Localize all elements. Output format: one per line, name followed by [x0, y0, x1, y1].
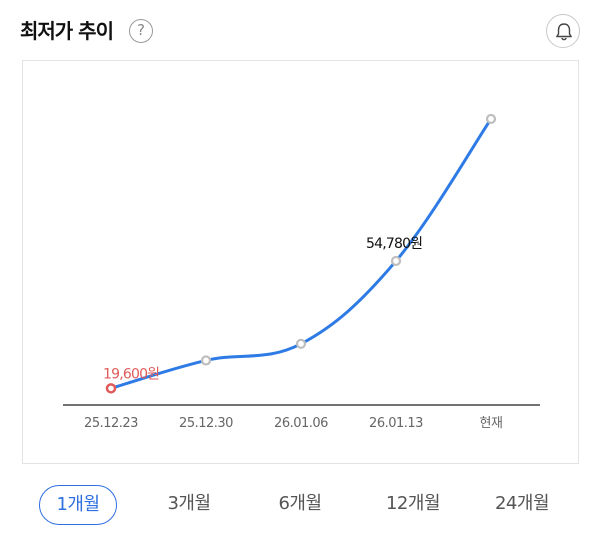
x-tick-label: 현재 [480, 416, 503, 431]
bell-icon [556, 23, 572, 41]
period-selector: 1개월 3개월 6개월 12개월 24개월 [0, 485, 600, 525]
price-point [485, 113, 497, 125]
help-icon[interactable]: ? [129, 19, 153, 43]
price-point [295, 338, 307, 349]
lowest-price-point [105, 383, 117, 394]
price-chart-svg: 25.12.23 25.12.30 26.01.06 26.01.13 현재 19,600… [63, 113, 540, 431]
price-point [390, 255, 402, 267]
x-tick-label: 26.01.06 [274, 416, 328, 431]
period-1-month-button[interactable]: 1개월 [39, 485, 117, 525]
price-data-label: 54,780원 [366, 236, 422, 252]
period-3-months-button[interactable]: 3개월 [167, 493, 211, 514]
price-alert-button[interactable] [546, 14, 580, 48]
x-tick-label: 25.12.23 [84, 416, 138, 431]
period-24-months-button[interactable]: 24개월 [494, 493, 550, 514]
price-line [109, 117, 493, 390]
period-12-months-button[interactable]: 12개월 [385, 493, 441, 514]
lowest-price-label: 19,600원 [103, 366, 159, 382]
price-chart: 25.12.23 25.12.30 26.01.06 26.01.13 현재 19,600… [22, 60, 579, 464]
price-trend-header: 최저가 추이 ? [20, 14, 580, 48]
page-title: 최저가 추이 [20, 19, 114, 43]
x-tick-label: 26.01.13 [369, 416, 423, 431]
price-point [200, 355, 212, 366]
period-6-months-button[interactable]: 6개월 [278, 493, 322, 514]
x-tick-label: 25.12.30 [179, 416, 233, 431]
